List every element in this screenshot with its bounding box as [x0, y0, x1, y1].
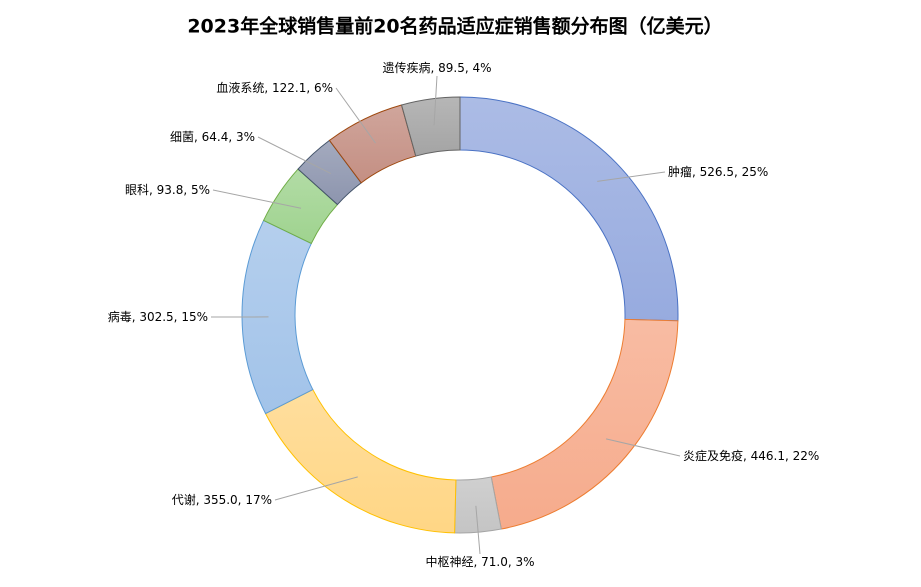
value-label: , 89.5, 4% [431, 61, 492, 75]
leader-line [335, 87, 376, 144]
chart-title: 2023年全球销售量前20名药品适应症销售额分布图（亿美元） [187, 15, 722, 38]
value-label: , 71.0, 3% [474, 555, 535, 569]
leader-line [212, 189, 302, 209]
leader-line [274, 476, 358, 501]
donut-slice [459, 96, 679, 322]
data-label: 眼科, 93.8, 5% [125, 183, 210, 197]
value-label: , 64.4, 3% [194, 130, 255, 144]
category-label: 炎症及免疫 [683, 448, 743, 463]
category-label: 血液系统 [216, 80, 264, 95]
data-label: 病毒, 302.5, 15% [108, 309, 208, 324]
leader-line [257, 136, 332, 174]
category-label: 眼科 [125, 183, 149, 197]
value-label: , 93.8, 5% [149, 183, 210, 197]
data-label: 遗传疾病, 89.5, 4% [382, 60, 491, 75]
value-label: , 446.1, 22% [743, 449, 819, 463]
donut-slice [400, 96, 461, 157]
leader-line [475, 505, 481, 555]
data-label: 炎症及免疫, 446.1, 22% [683, 448, 819, 463]
category-label: 肿瘤 [668, 164, 692, 179]
category-label: 代谢 [172, 492, 196, 507]
category-label: 遗传疾病 [382, 60, 430, 75]
data-label: 肿瘤, 526.5, 25% [668, 164, 768, 179]
donut-slice [490, 318, 679, 530]
category-label: 病毒 [108, 309, 132, 324]
data-label: 代谢, 355.0, 17% [172, 492, 272, 507]
value-label: , 526.5, 25% [692, 165, 768, 179]
value-label: , 122.1, 6% [264, 81, 333, 95]
value-label: , 302.5, 15% [132, 310, 208, 324]
data-label: 细菌, 64.4, 3% [170, 130, 255, 144]
donut-slice [264, 388, 457, 534]
leader-line [605, 438, 681, 457]
value-label: , 355.0, 17% [196, 493, 272, 507]
leader-line [433, 75, 438, 126]
data-label: 血液系统, 122.1, 6% [216, 80, 333, 95]
category-label: 细菌 [170, 130, 194, 144]
leader-line [597, 171, 666, 182]
data-label: 中枢神经, 71.0, 3% [425, 554, 534, 569]
category-label: 中枢神经 [425, 554, 473, 569]
